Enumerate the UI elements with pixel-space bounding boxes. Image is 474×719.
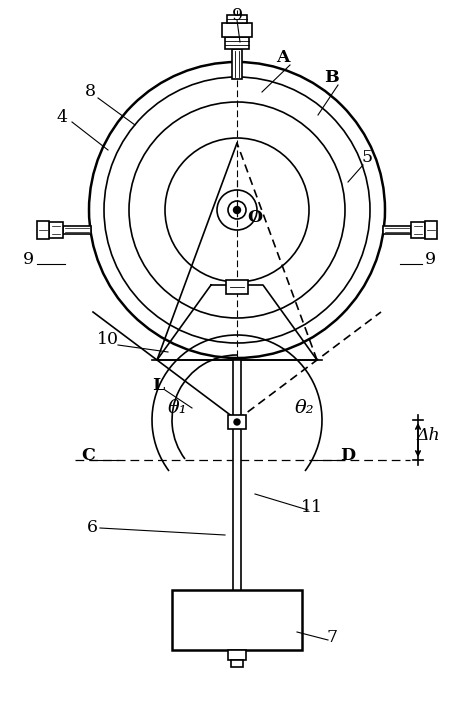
Text: C: C bbox=[81, 447, 95, 464]
Bar bbox=[225, 37, 249, 49]
Bar bbox=[411, 222, 425, 238]
Text: 11: 11 bbox=[301, 498, 323, 516]
Text: 5: 5 bbox=[362, 150, 373, 167]
Text: 10: 10 bbox=[97, 331, 119, 349]
Bar bbox=[383, 226, 411, 234]
Text: O: O bbox=[247, 209, 263, 226]
Text: θ₂: θ₂ bbox=[295, 399, 315, 417]
Bar bbox=[49, 222, 63, 238]
Bar bbox=[228, 650, 246, 660]
Bar bbox=[226, 280, 248, 294]
Text: A: A bbox=[276, 50, 290, 66]
Bar bbox=[37, 221, 49, 239]
Text: D: D bbox=[340, 447, 356, 464]
Bar bbox=[232, 49, 242, 79]
Text: θ₁: θ₁ bbox=[168, 399, 188, 417]
Bar bbox=[228, 415, 246, 429]
Bar bbox=[425, 221, 437, 239]
Text: 9: 9 bbox=[231, 6, 243, 24]
Bar bbox=[233, 360, 241, 620]
Text: L: L bbox=[152, 377, 164, 393]
Circle shape bbox=[234, 419, 240, 425]
Bar bbox=[222, 23, 252, 37]
Text: 7: 7 bbox=[327, 630, 337, 646]
Text: 4: 4 bbox=[56, 109, 67, 127]
Bar bbox=[172, 590, 302, 650]
Text: B: B bbox=[325, 70, 339, 86]
Circle shape bbox=[234, 206, 240, 214]
Text: 9: 9 bbox=[22, 252, 34, 268]
Text: Δh: Δh bbox=[416, 428, 440, 444]
Bar bbox=[227, 15, 247, 23]
Bar bbox=[63, 226, 91, 234]
Text: 8: 8 bbox=[84, 83, 95, 101]
Text: 6: 6 bbox=[86, 518, 98, 536]
Text: 9: 9 bbox=[424, 252, 436, 268]
Bar bbox=[231, 660, 243, 667]
